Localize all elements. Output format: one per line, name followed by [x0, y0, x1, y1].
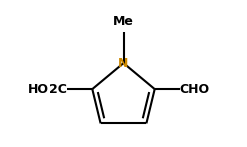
- Text: CHO: CHO: [179, 83, 209, 96]
- Text: N: N: [118, 57, 129, 70]
- Text: 2C: 2C: [49, 83, 67, 96]
- Text: HO: HO: [28, 83, 49, 96]
- Text: Me: Me: [113, 15, 134, 28]
